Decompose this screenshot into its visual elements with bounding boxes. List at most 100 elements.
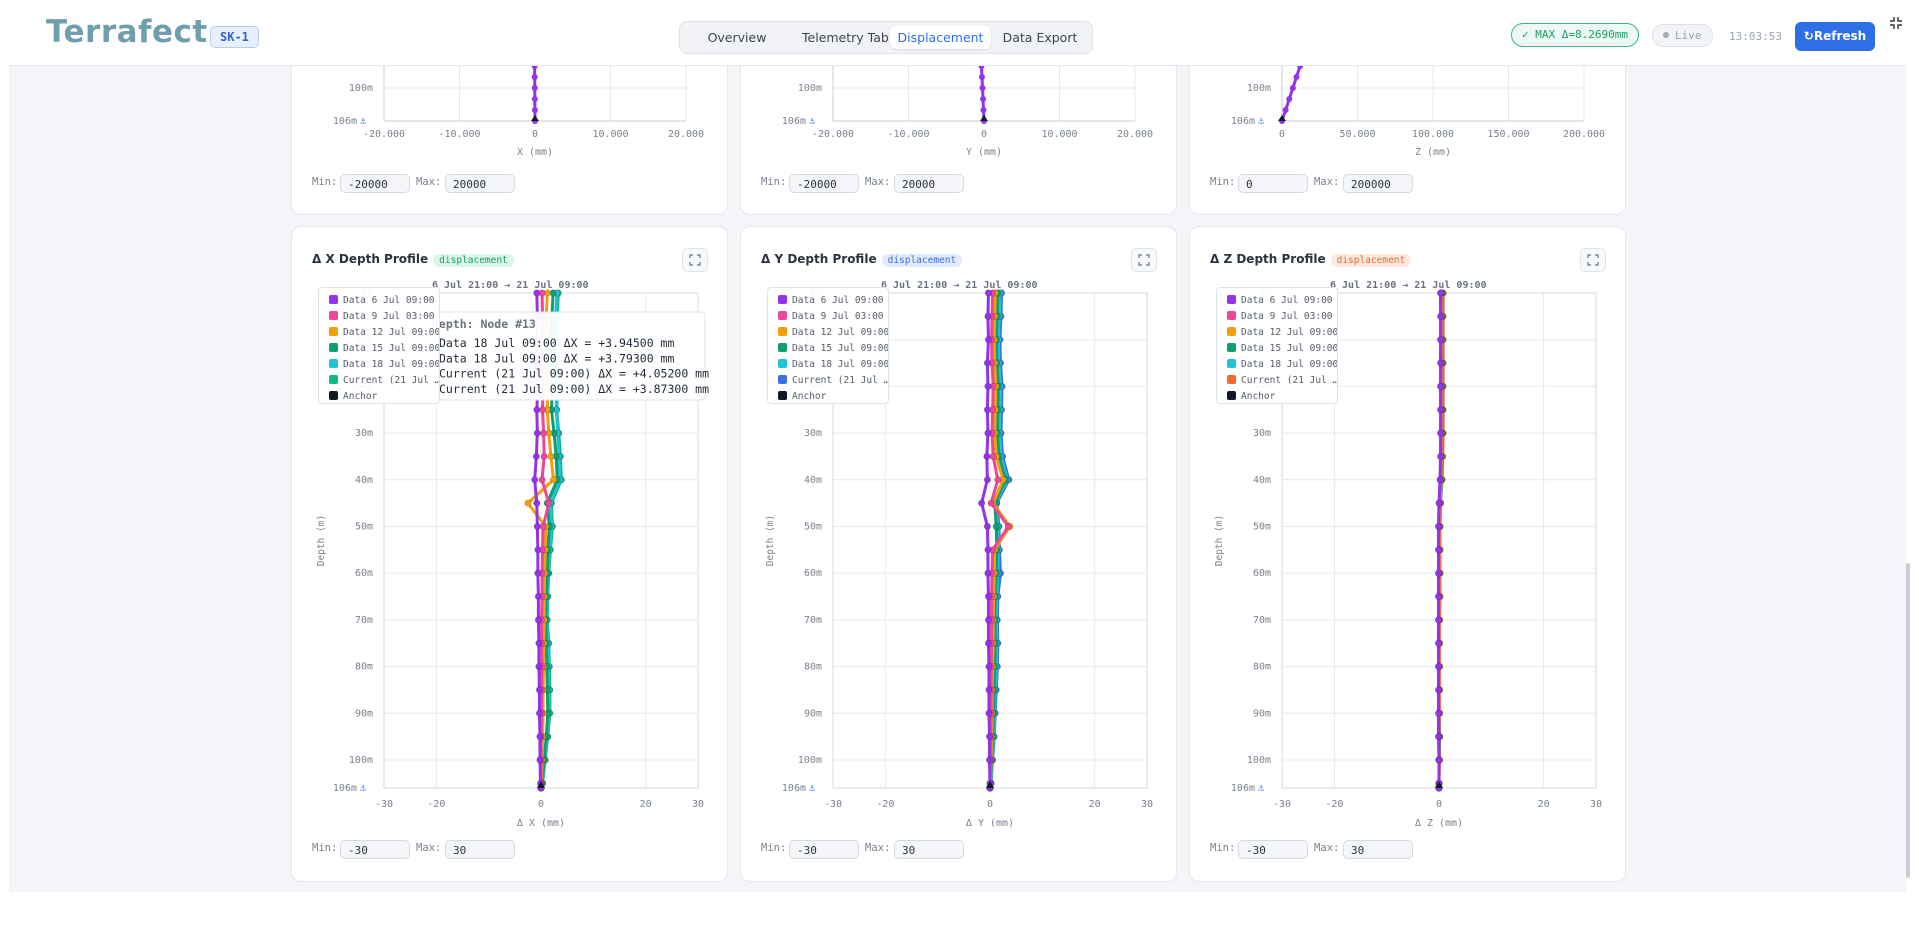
min-label: Min: <box>1210 176 1236 188</box>
y-tick-label: 70m <box>355 615 373 626</box>
data-point <box>985 733 993 741</box>
scrollbar[interactable] <box>1906 563 1910 878</box>
expand-button[interactable] <box>1580 248 1606 272</box>
legend-item[interactable]: Anchor <box>768 389 888 405</box>
date-range: 6 Jul 21:00 → 21 Jul 09:00 <box>881 280 1038 291</box>
legend-item[interactable]: Data 9 Jul 03:00 <box>319 309 439 325</box>
min-input[interactable]: -30 <box>340 840 410 859</box>
expand-button[interactable] <box>1131 248 1157 272</box>
y-axis-label: Depth (m) <box>316 515 327 566</box>
legend-item[interactable]: Current (21 Jul … <box>1217 373 1337 389</box>
data-point <box>1437 289 1445 297</box>
legend-item[interactable]: Data 15 Jul 09:00 <box>1217 341 1337 357</box>
data-point <box>984 312 992 320</box>
min-input[interactable]: -20000 <box>340 174 410 193</box>
legend: Data 6 Jul 09:00 Data 9 Jul 03:00 Data 12 … <box>1216 287 1338 404</box>
legend-label: Anchor <box>343 391 378 402</box>
data-point <box>987 499 995 507</box>
legend-swatch <box>778 327 787 336</box>
tooltip-line: Data 18 Jul 09:00 ΔX = +3.79300 mm <box>439 351 674 365</box>
legend-item[interactable]: Data 9 Jul 03:00 <box>768 309 888 325</box>
max-input[interactable]: 30 <box>1343 840 1413 859</box>
legend-item[interactable]: Data 18 Jul 09:00 <box>768 357 888 373</box>
data-point <box>1434 639 1442 647</box>
anchor-marker <box>1278 115 1286 121</box>
data-point <box>539 522 547 530</box>
legend-item[interactable]: Anchor <box>319 389 439 405</box>
live-indicator[interactable]: Live <box>1652 24 1713 47</box>
legend-item[interactable]: Anchor <box>1217 389 1337 405</box>
logo[interactable]: Terrafect <box>46 14 208 50</box>
expand-icon <box>1138 254 1150 266</box>
x-tick-label: -20.000 <box>812 129 854 140</box>
chart: 6 Jul 21:00 → 21 Jul 09:000m10m20m30m40m… <box>1214 280 1602 829</box>
legend-item[interactable]: Current (21 Jul … <box>319 373 439 389</box>
refresh-button[interactable]: ↻Refresh <box>1795 22 1875 51</box>
panel-badge: displacement <box>881 254 963 267</box>
min-input[interactable]: 0 <box>1238 174 1308 193</box>
y-tick-label: 70m <box>1253 615 1271 626</box>
data-point <box>535 639 543 647</box>
y-tick-label: 90m <box>1253 708 1271 719</box>
min-input[interactable]: -30 <box>1238 840 1308 859</box>
legend-label: Data 6 Jul 09:00 <box>792 295 884 306</box>
max-input[interactable]: 30 <box>894 840 964 859</box>
data-point <box>1289 85 1296 91</box>
legend-item[interactable]: Data 6 Jul 09:00 <box>319 293 439 309</box>
max-label: Max: <box>416 176 442 188</box>
x-tick-label: -20 <box>427 799 445 810</box>
data-point <box>549 289 557 297</box>
data-point <box>980 107 987 113</box>
anchor-marker <box>1435 781 1443 788</box>
legend-item[interactable]: Data 6 Jul 09:00 <box>768 293 888 309</box>
x-axis-label: X (mm) <box>517 147 553 158</box>
tab[interactable]: Telemetry Table <box>802 30 900 45</box>
chart: 6 Jul 21:00 → 21 Jul 09:000m10m20m30m40m… <box>316 280 709 829</box>
data-point <box>989 452 997 460</box>
legend-item[interactable]: Data 6 Jul 09:00 <box>1217 293 1337 309</box>
y-tick-label: 100m <box>798 83 822 94</box>
min-input[interactable]: -30 <box>789 840 859 859</box>
max-label: Max: <box>1314 842 1340 854</box>
legend-label: Data 18 Jul 09:00 <box>792 359 888 370</box>
legend-swatch <box>1227 391 1236 400</box>
data-point <box>984 546 992 554</box>
max-input[interactable]: 20000 <box>894 174 964 193</box>
max-input[interactable]: 200000 <box>1343 174 1413 193</box>
data-point <box>983 406 991 414</box>
legend-swatch <box>1227 311 1236 320</box>
min-input[interactable]: -20000 <box>789 174 859 193</box>
expand-button[interactable] <box>682 248 708 272</box>
legend-item[interactable]: Current (21 Jul … <box>768 373 888 389</box>
data-point <box>1434 663 1442 671</box>
panel-badge: displacement <box>433 254 514 267</box>
legend-swatch <box>778 343 787 352</box>
y-tick-label: 80m <box>355 662 373 673</box>
legend-item[interactable]: Data 18 Jul 09:00 <box>1217 357 1337 373</box>
legend-item[interactable]: Data 12 Jul 09:00 <box>768 325 888 341</box>
x-tick-label: 0 <box>1436 799 1442 810</box>
data-point <box>984 382 992 390</box>
collapse-icon[interactable] <box>1889 16 1903 30</box>
legend-swatch <box>778 391 787 400</box>
tooltip-line: Data 18 Jul 09:00 ΔX = +3.94500 mm <box>439 336 674 350</box>
tab[interactable]: Overview <box>707 30 767 45</box>
legend-item[interactable]: Data 18 Jul 09:00 <box>319 357 439 373</box>
x-tick-label: 20 <box>1538 799 1550 810</box>
legend-item[interactable]: Data 15 Jul 09:00 <box>319 341 439 357</box>
y-axis-label: Depth (m) <box>1214 515 1225 566</box>
tab[interactable]: Displacement <box>890 26 991 49</box>
legend-item[interactable]: Data 15 Jul 09:00 <box>768 341 888 357</box>
max-input[interactable]: 30 <box>445 840 515 859</box>
anchor-marker <box>986 781 994 788</box>
legend-item[interactable]: Data 12 Jul 09:00 <box>319 325 439 341</box>
max-input[interactable]: 20000 <box>445 174 515 193</box>
data-point <box>980 96 987 102</box>
data-point <box>983 359 991 367</box>
profile-card: Δ Z Depth Profile displacement 6 Jul 21:00… <box>1189 226 1626 882</box>
data-point <box>1437 429 1445 437</box>
tab[interactable]: Data Export <box>1002 30 1078 45</box>
legend-item[interactable]: Data 12 Jul 09:00 <box>1217 325 1337 341</box>
data-point <box>1434 709 1442 717</box>
legend-item[interactable]: Data 9 Jul 03:00 <box>1217 309 1337 325</box>
